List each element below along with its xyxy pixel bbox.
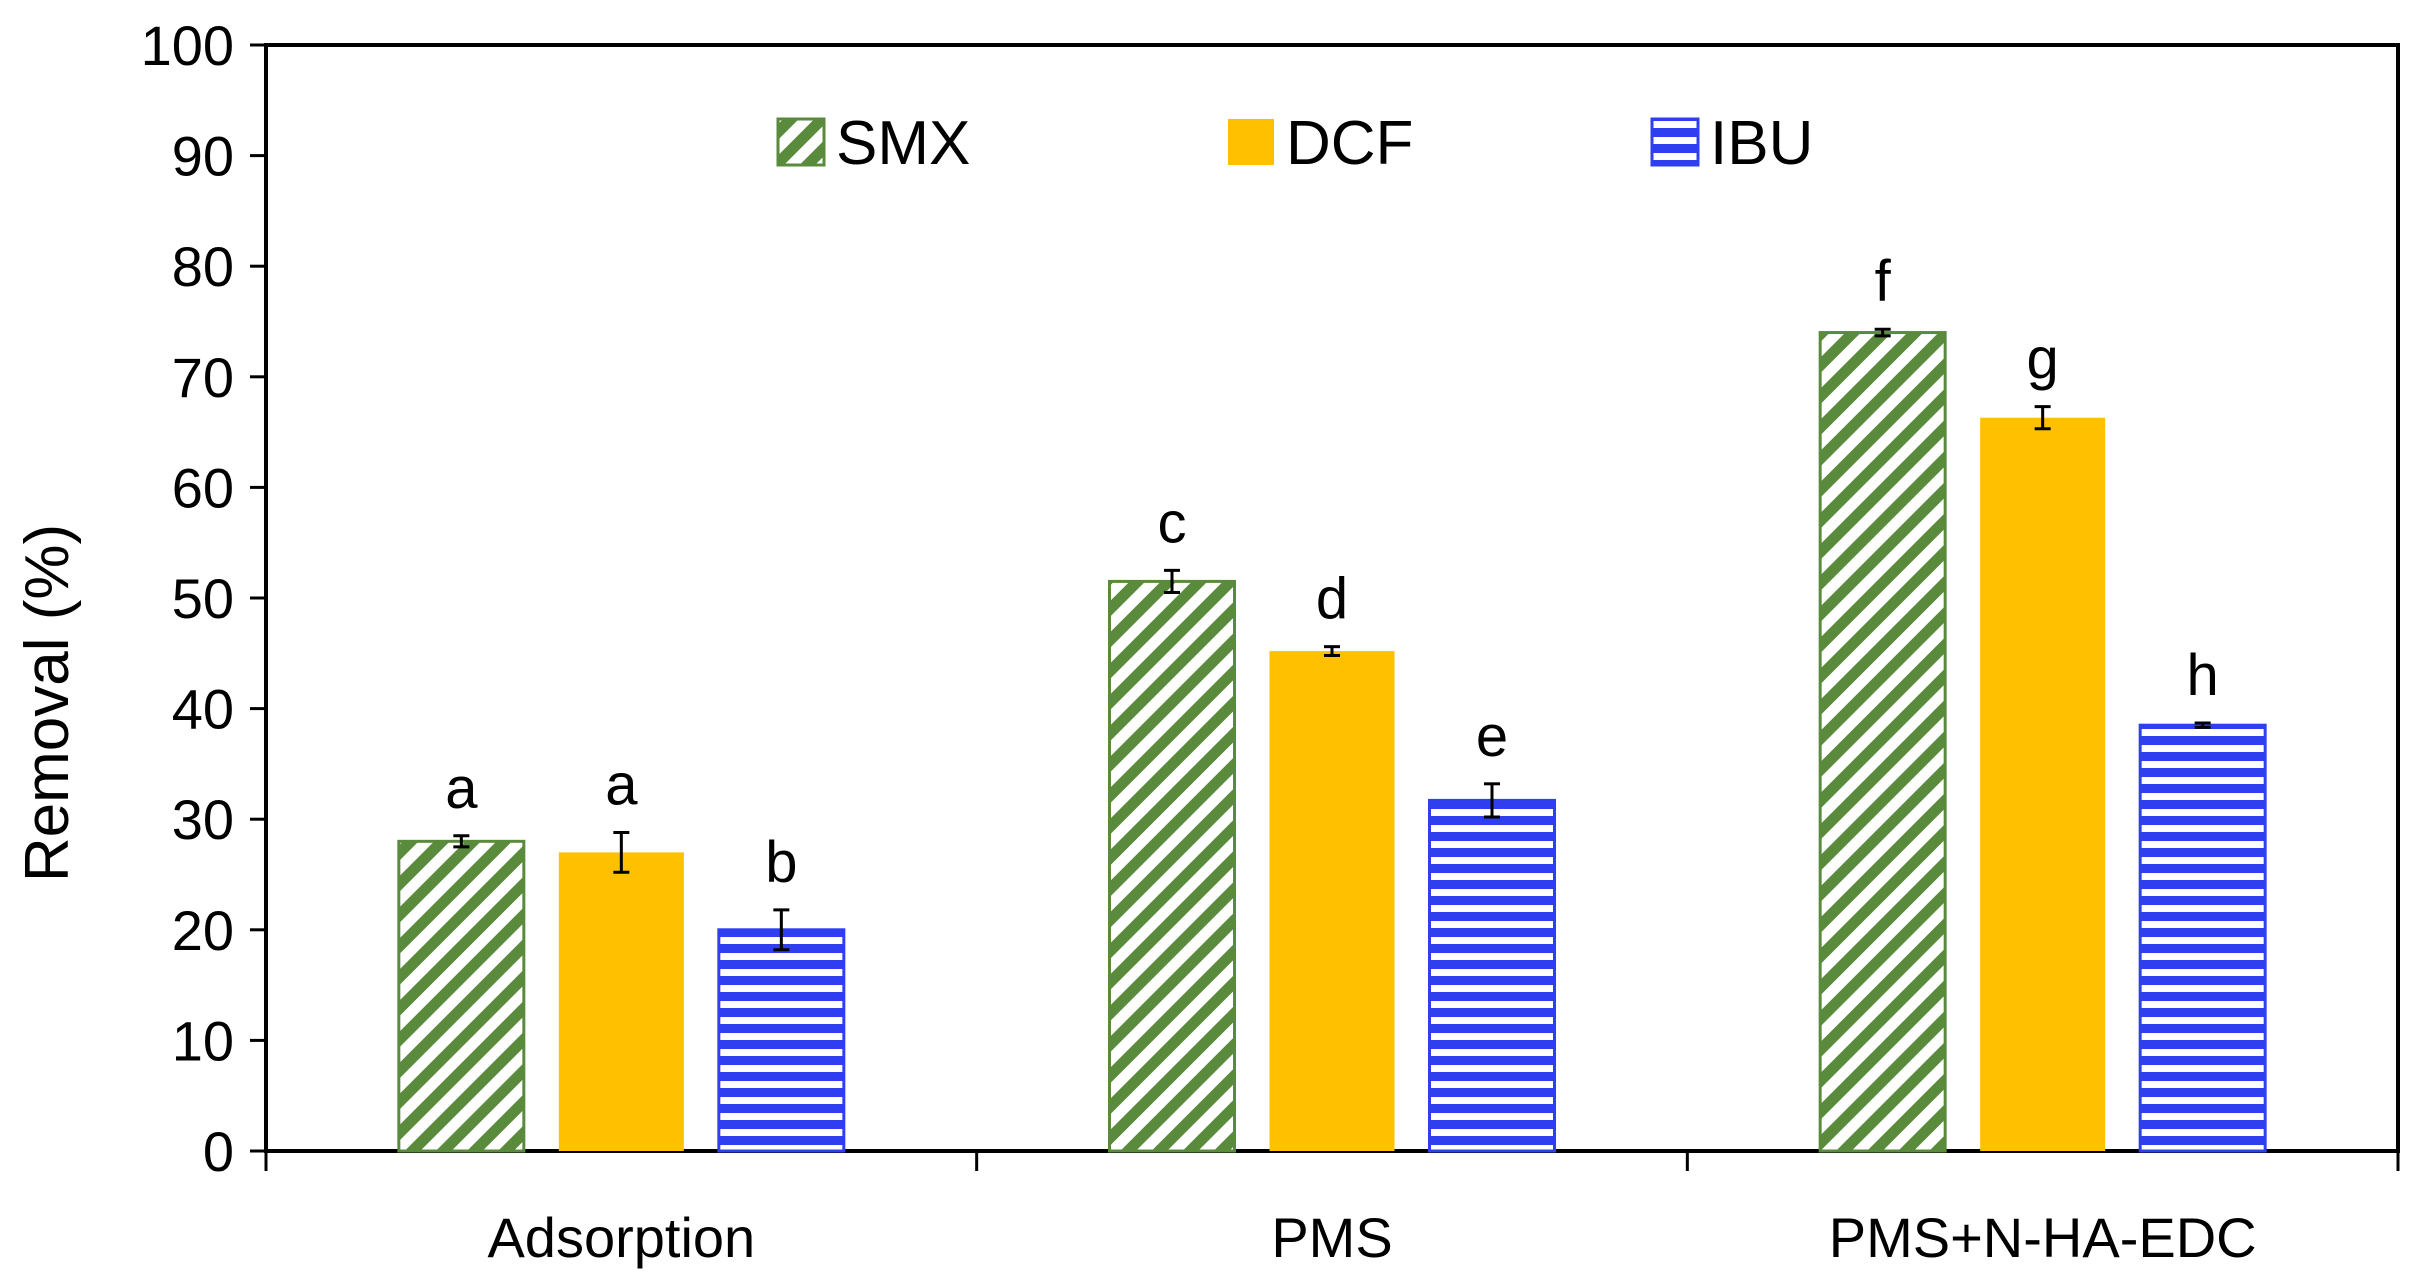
legend-label-smx: SMX (836, 109, 970, 178)
y-axis: 0 10 20 30 40 50 60 70 80 90 100 (141, 14, 266, 1183)
y-tick-label: 60 (172, 456, 234, 519)
bar-ibu (717, 928, 846, 1153)
y-tick-label: 10 (172, 1009, 234, 1072)
bar-dcf (558, 852, 684, 1151)
bars: a a b c d e f g h (397, 249, 2267, 1153)
bar-ibu (2138, 723, 2267, 1153)
y-tick-label: 50 (172, 567, 234, 630)
significance-label: d (1316, 567, 1348, 632)
y-tick-label: 70 (172, 346, 234, 409)
significance-label: a (605, 752, 638, 817)
significance-label: g (2027, 327, 2059, 392)
legend-swatch-smx (776, 117, 826, 167)
bar-smx (1108, 579, 1236, 1153)
x-category-label: PMS+N-HA-EDC (1829, 1206, 2257, 1269)
y-tick-label: 80 (172, 235, 234, 298)
significance-label: h (2187, 643, 2219, 708)
y-tick-label: 90 (172, 125, 234, 188)
significance-label: f (1875, 249, 1892, 314)
significance-label: b (765, 830, 797, 895)
y-tick-label: 40 (172, 678, 234, 741)
legend-label-ibu: IBU (1710, 109, 1813, 178)
y-tick-label: 100 (141, 14, 234, 77)
y-tick-label: 20 (172, 899, 234, 962)
bar-smx (1818, 331, 1947, 1153)
significance-label: c (1158, 490, 1187, 555)
bar-dcf (1980, 417, 2106, 1151)
y-axis-title: Removal (%) (13, 524, 82, 882)
x-axis: Adsorption PMS PMS+N-HA-EDC (264, 1151, 2400, 1269)
bar-dcf (1269, 651, 1395, 1151)
bar-smx (397, 839, 526, 1153)
x-category-label: PMS (1271, 1206, 1392, 1269)
y-tick-label: 30 (172, 788, 234, 851)
significance-label: a (445, 756, 478, 821)
legend-label-dcf: DCF (1286, 109, 1413, 178)
significance-label: e (1476, 704, 1508, 769)
legend: SMX DCF IBU (776, 109, 1813, 178)
legend-swatch-ibu (1650, 117, 1700, 167)
legend-swatch-dcf (1228, 119, 1274, 165)
x-category-label: Adsorption (487, 1206, 755, 1269)
bar-ibu (1428, 798, 1556, 1153)
y-tick-label: 0 (203, 1120, 234, 1183)
